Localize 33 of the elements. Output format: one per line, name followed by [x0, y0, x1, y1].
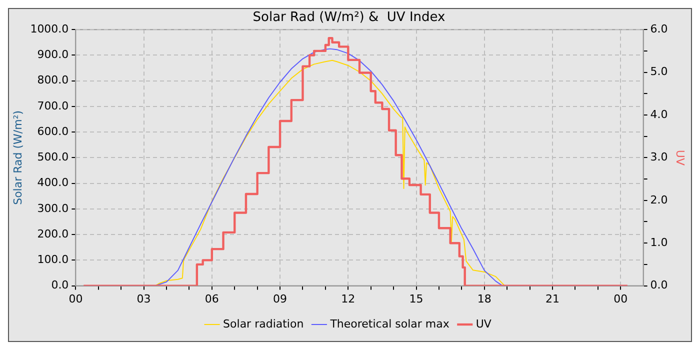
x-tick-label: 00 — [614, 292, 628, 306]
y-tick-label: 100.0 — [37, 253, 69, 266]
y2-tick-label: 6.0 — [650, 22, 668, 36]
x-tick-label: 21 — [545, 292, 560, 306]
y2-tick-label: 4.0 — [650, 108, 668, 121]
x-tick-label: 09 — [273, 292, 288, 306]
x-tick-label: 03 — [136, 292, 151, 306]
y-tick-label: 0.0 — [51, 278, 69, 292]
y2-tick-label: 1.0 — [650, 236, 668, 249]
chart-title: Solar Rad (W/m²) & UV Index — [252, 10, 446, 26]
y2-tick-label: 3.0 — [650, 150, 668, 164]
y2-tick-label: 2.0 — [650, 193, 668, 206]
y-axis-title: Solar Rad (W/m²) — [11, 110, 24, 205]
y2-tick-label: 5.0 — [650, 65, 668, 78]
x-tick-label: 12 — [341, 292, 356, 306]
legend-label: UV — [476, 317, 492, 330]
legend-label: Theoretical solar max — [329, 317, 450, 330]
legend-label: Solar radiation — [223, 317, 304, 330]
y2-tick-label: 0.0 — [650, 278, 668, 292]
y-tick-label: 400.0 — [37, 176, 69, 190]
x-tick-label: 06 — [204, 292, 219, 306]
y-tick-label: 900.0 — [37, 48, 69, 62]
x-tick-label: 18 — [477, 292, 492, 306]
y-tick-label: 300.0 — [37, 202, 69, 215]
y-tick-label: 800.0 — [37, 74, 69, 87]
y-tick-label: 500.0 — [37, 150, 69, 164]
x-tick-label: 15 — [409, 292, 424, 306]
y-tick-label: 1000.0 — [30, 22, 69, 36]
y-tick-label: 700.0 — [37, 99, 69, 112]
y2-axis-title: UV — [674, 150, 687, 166]
y-tick-label: 600.0 — [37, 124, 69, 138]
y-tick-label: 200.0 — [37, 227, 69, 240]
x-tick-label: 00 — [68, 292, 83, 306]
